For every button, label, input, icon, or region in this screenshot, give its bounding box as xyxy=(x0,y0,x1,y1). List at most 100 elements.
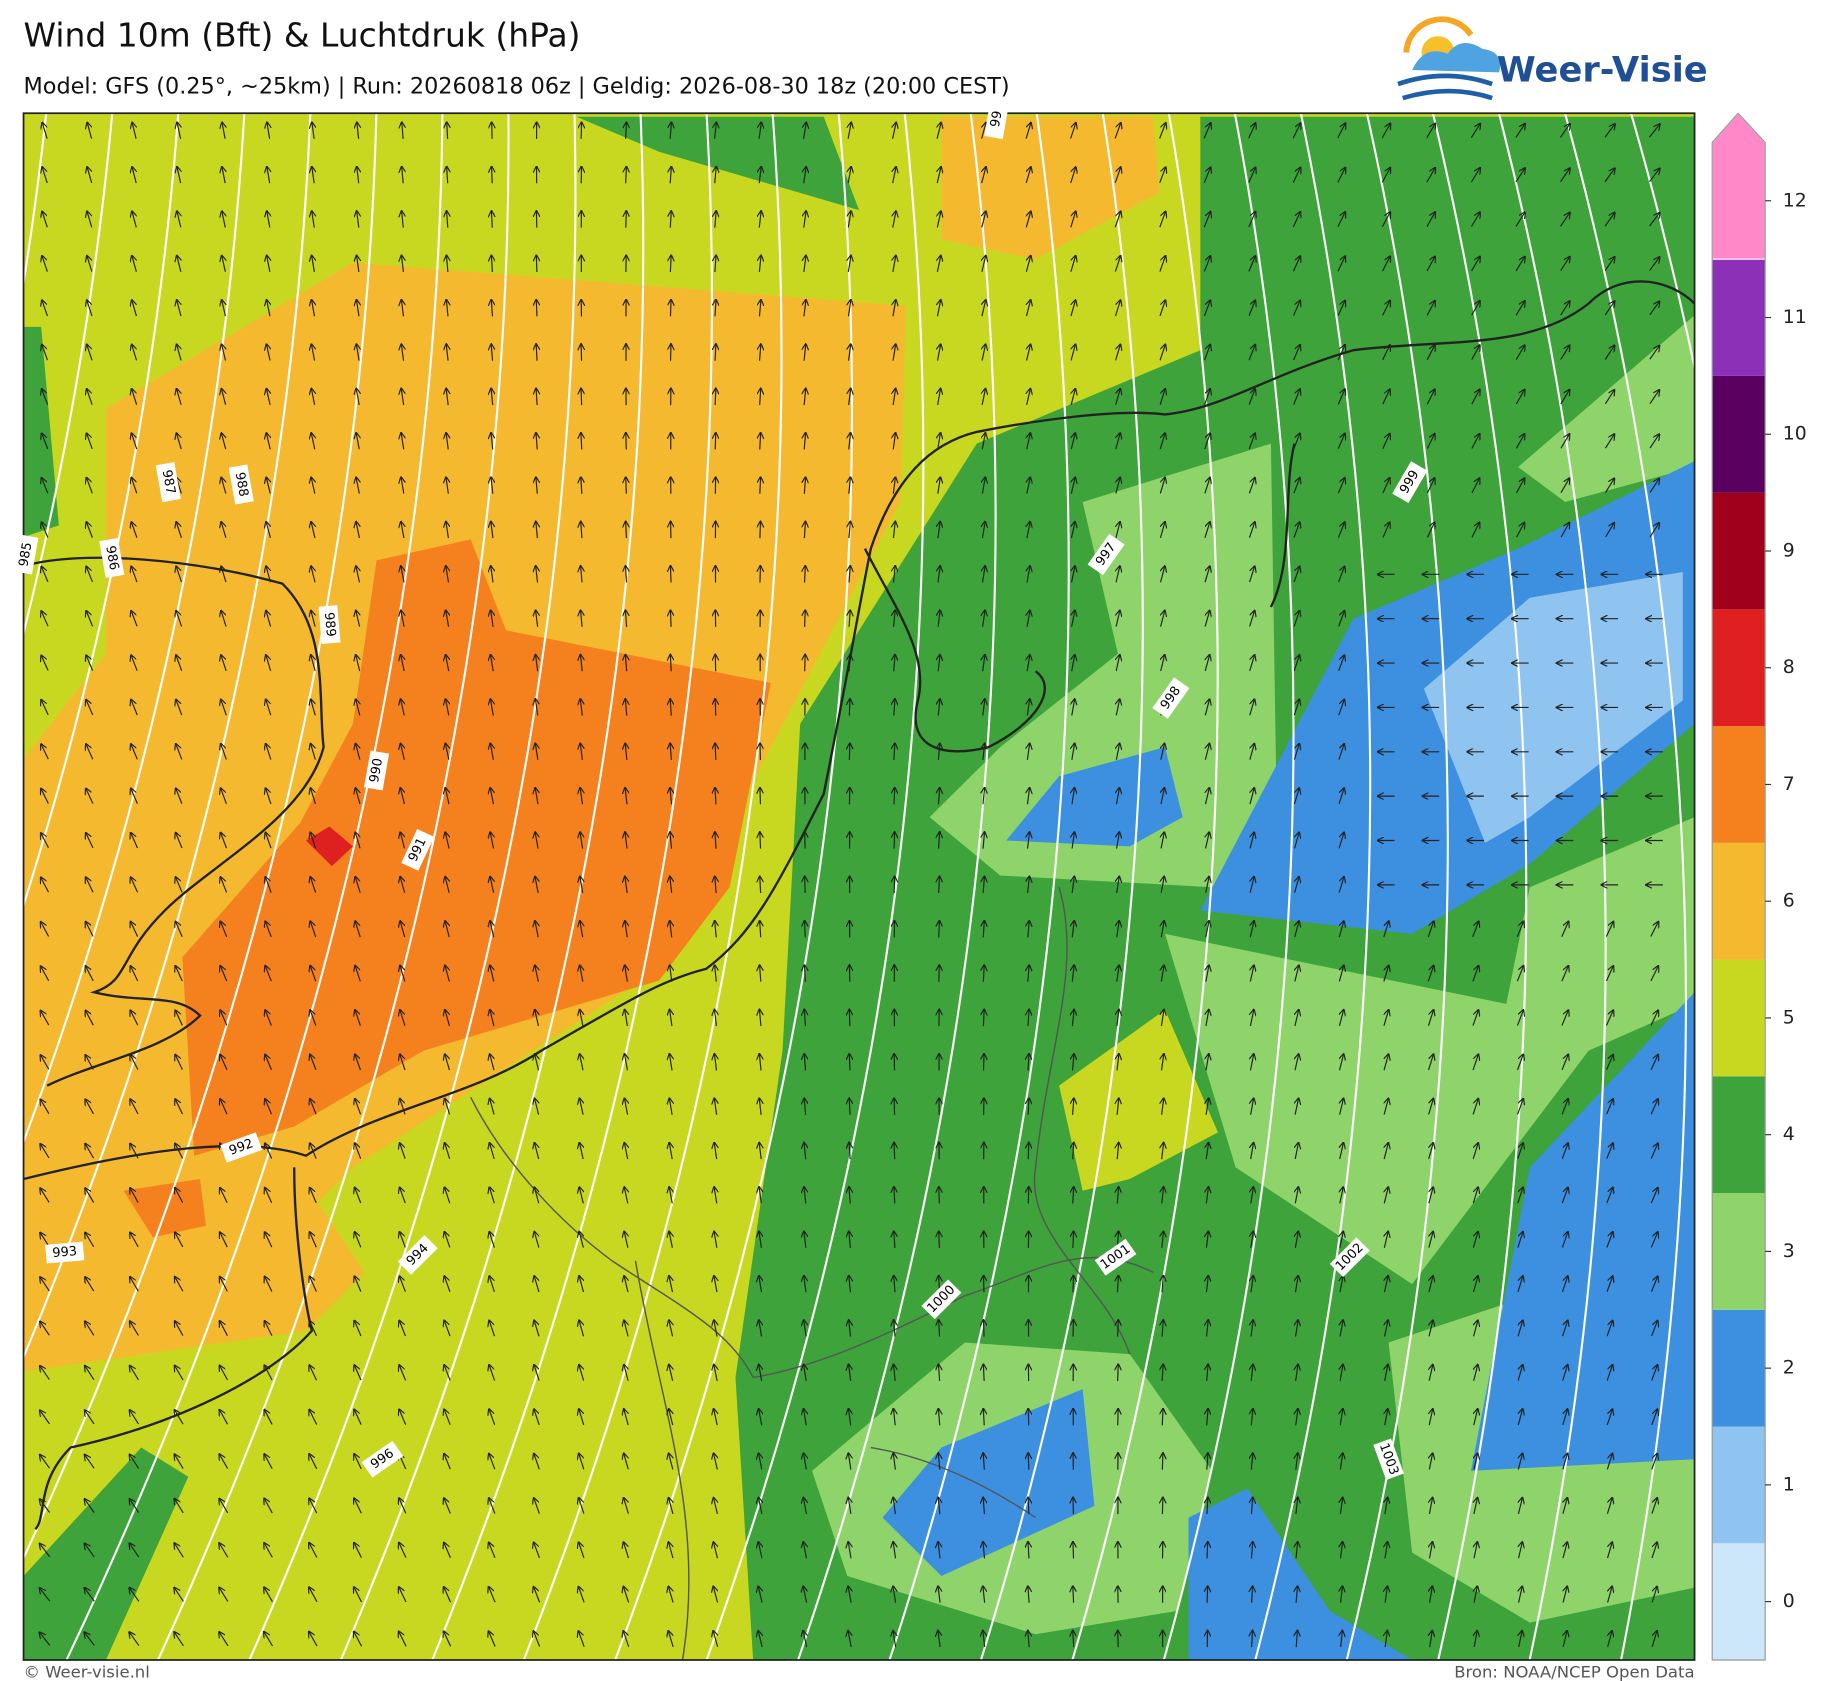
wind-arrow xyxy=(175,966,183,982)
wind-arrow xyxy=(492,167,493,184)
wind-arrow xyxy=(714,1320,717,1337)
wind-arrow xyxy=(982,212,986,228)
wind-arrow xyxy=(1206,1099,1209,1115)
wind-arrow xyxy=(760,832,761,849)
wind-arrow xyxy=(1340,1320,1343,1337)
wind-arrow xyxy=(1296,1586,1297,1603)
wind-arrow xyxy=(894,744,895,760)
wind-arrow xyxy=(1251,1276,1253,1293)
wind-arrow xyxy=(1296,1453,1298,1470)
wind-arrow xyxy=(715,832,716,849)
wind-arrow xyxy=(1296,1320,1299,1337)
wind-arrow xyxy=(983,832,984,849)
wind-arrow xyxy=(1384,1143,1388,1160)
wind-arrow xyxy=(42,434,49,450)
wind-arrow xyxy=(1248,434,1255,450)
wind-arrow xyxy=(759,1054,761,1071)
wind-arrow xyxy=(1206,921,1209,938)
wind-arrow xyxy=(1115,345,1121,361)
wind-arrow xyxy=(129,1632,140,1646)
isobar xyxy=(23,113,378,1561)
wind-arrow xyxy=(310,921,317,938)
wind-arrow xyxy=(1027,566,1030,583)
wind-arrow xyxy=(1162,1320,1163,1337)
wind-arrow xyxy=(983,921,984,938)
wind-arrow xyxy=(1072,655,1075,672)
wind-arrow xyxy=(267,211,270,228)
wind-arrow xyxy=(356,744,360,760)
wind-arrow xyxy=(41,922,50,937)
wind-arrow xyxy=(1251,1320,1253,1337)
wind-arrow xyxy=(1159,478,1165,494)
wind-arrow xyxy=(266,611,272,627)
wind-arrow xyxy=(1027,433,1031,450)
wind-arrow xyxy=(760,921,761,938)
wind-arrow xyxy=(445,921,449,938)
wind-arrow xyxy=(580,655,582,672)
wind-arrow xyxy=(1027,522,1030,539)
wind-arrow xyxy=(399,1365,407,1381)
isobar xyxy=(23,113,312,1360)
wind-arrow xyxy=(444,1321,451,1337)
wind-arrow xyxy=(85,1233,95,1248)
wind-arrow xyxy=(804,256,806,273)
isobar xyxy=(1254,113,1372,1660)
wind-arrow xyxy=(1340,1054,1344,1071)
wind-arrow xyxy=(580,966,583,982)
wind-arrow xyxy=(221,522,227,538)
wind-arrow xyxy=(176,833,183,849)
wind-arrow xyxy=(356,389,359,406)
wind-arrow xyxy=(626,167,627,184)
wind-arrow xyxy=(1295,966,1299,982)
wind-arrow xyxy=(312,123,314,139)
wind-arrow xyxy=(1206,966,1209,982)
wind-arrow xyxy=(1073,1143,1074,1160)
wind-arrow xyxy=(491,344,492,361)
wind-arrow xyxy=(447,167,448,184)
wind-arrow xyxy=(670,300,671,317)
colorbar-tick-label: 2 xyxy=(1783,1358,1795,1379)
isobar xyxy=(796,113,997,1660)
wind-arrow xyxy=(625,1010,628,1027)
wind-arrow xyxy=(1251,1409,1253,1426)
wind-arrow xyxy=(893,300,896,317)
wind-arrow xyxy=(264,1588,273,1602)
wind-arrow xyxy=(804,1187,806,1204)
wind-arrow xyxy=(1294,833,1299,849)
wind-arrow xyxy=(849,344,851,361)
wind-arrow xyxy=(938,699,940,716)
wind-arrow xyxy=(267,167,270,184)
wind-arrow xyxy=(625,877,627,894)
wind-arrow xyxy=(1295,1232,1298,1248)
wind-arrow xyxy=(760,788,761,805)
wind-arrow xyxy=(312,211,315,228)
wind-arrow xyxy=(805,921,806,938)
wind-arrow xyxy=(849,1143,850,1160)
wind-arrow xyxy=(1338,788,1344,805)
wind-arrow xyxy=(357,123,359,139)
wind-arrow xyxy=(40,1499,51,1513)
wind-arrow xyxy=(400,788,404,805)
wind-arrow xyxy=(402,211,404,228)
wind-arrow xyxy=(669,1409,673,1426)
wind-arrow xyxy=(1159,389,1165,405)
wind-arrow xyxy=(713,1587,717,1603)
wind-arrow xyxy=(1293,567,1300,583)
wind-arrow xyxy=(1248,345,1255,361)
isobar xyxy=(1563,113,1687,1660)
isobar xyxy=(1629,113,1695,373)
wind-arrow xyxy=(175,1455,184,1469)
wind-arrow xyxy=(310,1143,317,1159)
wind-arrow xyxy=(1027,655,1030,672)
wind-arrow xyxy=(626,123,627,139)
wind-arrow xyxy=(759,211,761,228)
wind-arrow xyxy=(1382,345,1390,361)
wind-arrow xyxy=(1116,699,1119,716)
wind-arrow xyxy=(1028,1054,1029,1071)
isobar xyxy=(23,113,180,909)
wind-arrow xyxy=(402,123,403,139)
wind-arrow xyxy=(1204,389,1210,405)
wind-arrow xyxy=(536,611,538,627)
wind-arrow xyxy=(760,965,761,982)
wind-arrow xyxy=(41,700,49,716)
